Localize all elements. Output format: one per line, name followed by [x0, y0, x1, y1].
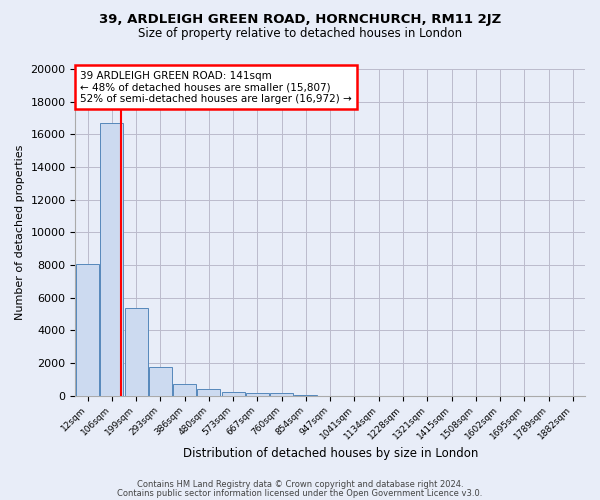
Bar: [295, 394, 317, 396]
Text: Contains public sector information licensed under the Open Government Licence v3: Contains public sector information licen…: [118, 488, 482, 498]
Bar: [246, 393, 269, 396]
Bar: [173, 384, 196, 396]
Bar: [221, 392, 245, 396]
Bar: [270, 394, 293, 396]
Bar: [125, 308, 148, 396]
Bar: [149, 367, 172, 396]
X-axis label: Distribution of detached houses by size in London: Distribution of detached houses by size …: [182, 447, 478, 460]
Y-axis label: Number of detached properties: Number of detached properties: [15, 144, 25, 320]
Text: 39, ARDLEIGH GREEN ROAD, HORNCHURCH, RM11 2JZ: 39, ARDLEIGH GREEN ROAD, HORNCHURCH, RM1…: [99, 12, 501, 26]
Bar: [100, 123, 124, 396]
Text: Size of property relative to detached houses in London: Size of property relative to detached ho…: [138, 28, 462, 40]
Text: 39 ARDLEIGH GREEN ROAD: 141sqm
← 48% of detached houses are smaller (15,807)
52%: 39 ARDLEIGH GREEN ROAD: 141sqm ← 48% of …: [80, 70, 352, 104]
Bar: [76, 264, 99, 396]
Bar: [197, 390, 220, 396]
Text: Contains HM Land Registry data © Crown copyright and database right 2024.: Contains HM Land Registry data © Crown c…: [137, 480, 463, 489]
